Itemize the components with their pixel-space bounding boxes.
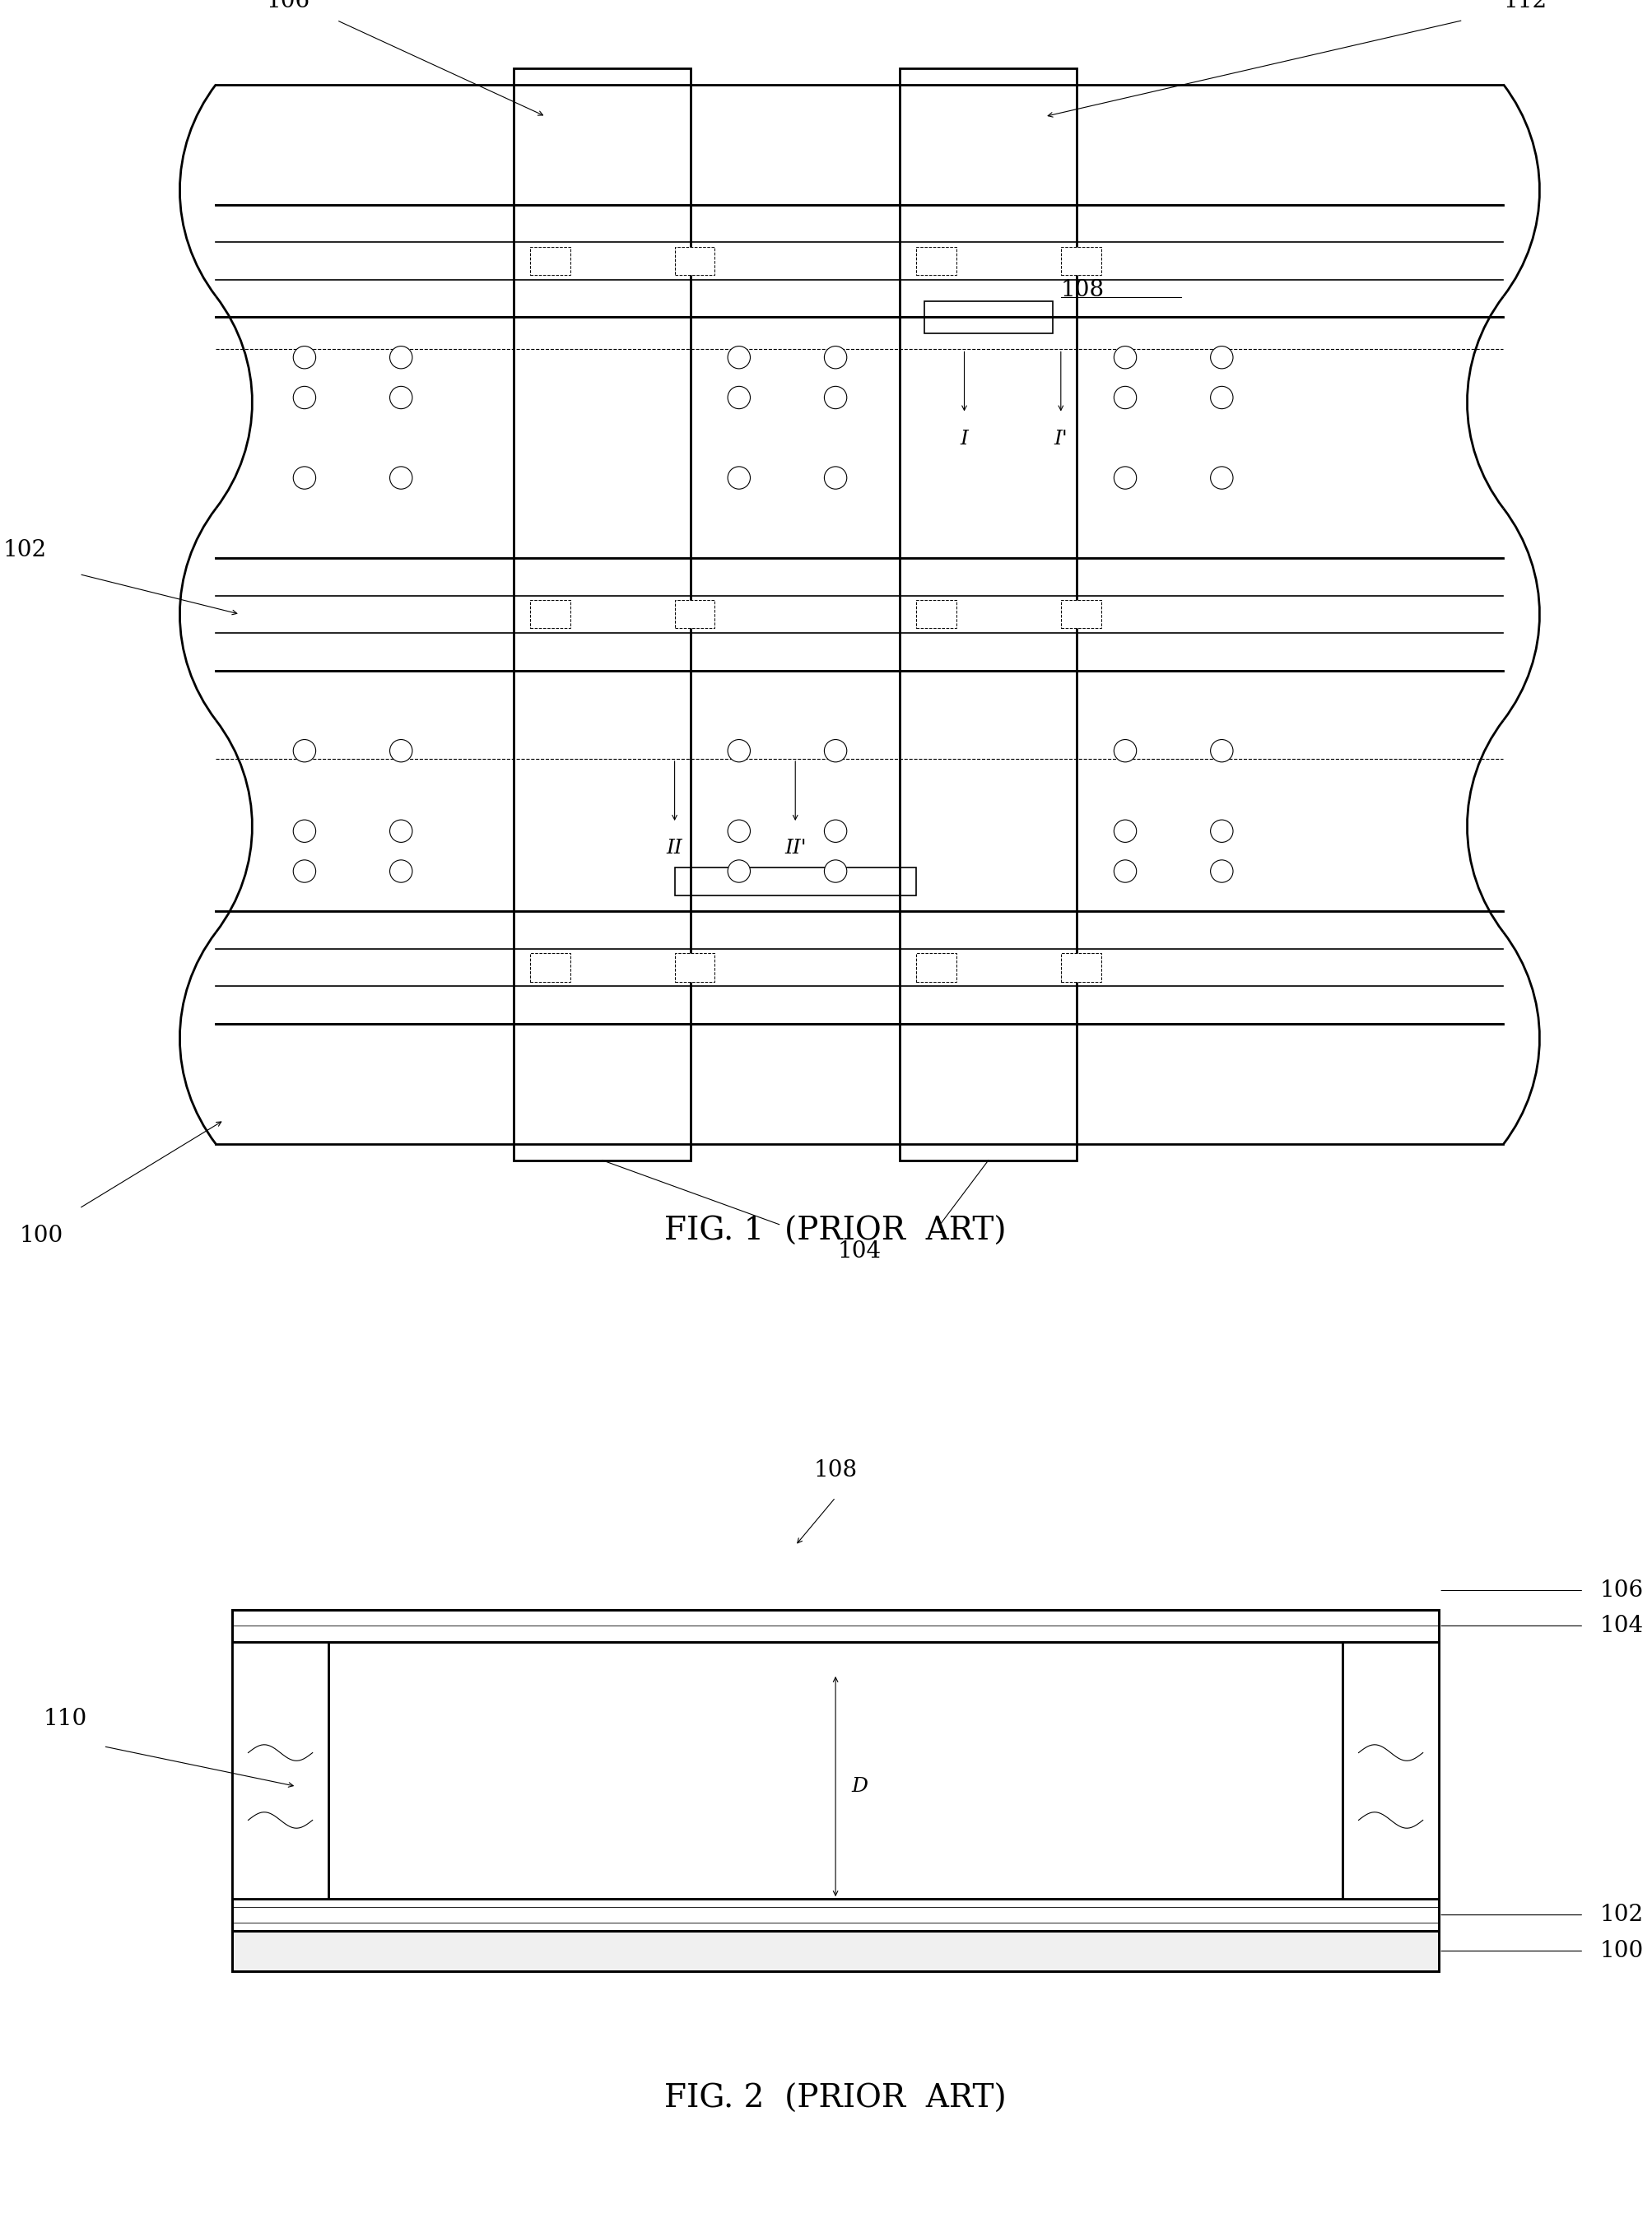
Circle shape <box>294 466 316 490</box>
Text: 104: 104 <box>1599 1615 1644 1638</box>
Bar <box>1061 599 1102 628</box>
Circle shape <box>1113 385 1137 408</box>
Text: 110: 110 <box>43 1709 88 1731</box>
Bar <box>231 1932 1439 1972</box>
Bar <box>1061 954 1102 983</box>
Text: D: D <box>852 1778 867 1796</box>
Text: FIG. 1  (PRIOR  ART): FIG. 1 (PRIOR ART) <box>664 1216 1006 1248</box>
Circle shape <box>729 466 750 490</box>
Circle shape <box>824 466 847 490</box>
Circle shape <box>729 860 750 882</box>
Circle shape <box>390 385 413 408</box>
Text: 106: 106 <box>266 0 311 11</box>
Text: FIG. 2  (PRIOR  ART): FIG. 2 (PRIOR ART) <box>664 2083 1006 2114</box>
Circle shape <box>729 820 750 842</box>
Circle shape <box>729 740 750 762</box>
Text: II': II' <box>785 840 806 858</box>
Circle shape <box>390 820 413 842</box>
Bar <box>1343 1642 1439 1898</box>
Text: 104: 104 <box>838 1241 882 1263</box>
Circle shape <box>1211 466 1232 490</box>
Text: 102: 102 <box>1599 1903 1644 1925</box>
Circle shape <box>1211 820 1232 842</box>
Bar <box>530 247 570 274</box>
Bar <box>231 1611 1439 1642</box>
Bar <box>231 1642 329 1898</box>
Bar <box>915 954 957 983</box>
Text: 100: 100 <box>20 1225 63 1248</box>
Circle shape <box>1211 385 1232 408</box>
Circle shape <box>1211 740 1232 762</box>
Circle shape <box>1113 820 1137 842</box>
Circle shape <box>729 385 750 408</box>
Bar <box>915 247 957 274</box>
Circle shape <box>824 740 847 762</box>
Circle shape <box>390 860 413 882</box>
Text: I': I' <box>1054 430 1067 448</box>
Bar <box>674 954 715 983</box>
Bar <box>514 69 691 1161</box>
Bar <box>915 599 957 628</box>
Bar <box>530 599 570 628</box>
Bar <box>900 69 1077 1161</box>
Circle shape <box>390 466 413 490</box>
Circle shape <box>294 740 316 762</box>
Text: 100: 100 <box>1599 1941 1644 1963</box>
Circle shape <box>824 385 847 408</box>
Circle shape <box>1113 466 1137 490</box>
Bar <box>674 599 715 628</box>
Circle shape <box>824 345 847 368</box>
Bar <box>674 867 915 896</box>
Circle shape <box>1113 860 1137 882</box>
Circle shape <box>729 345 750 368</box>
Bar <box>674 247 715 274</box>
Circle shape <box>294 820 316 842</box>
Text: 108: 108 <box>814 1459 857 1482</box>
Circle shape <box>1113 345 1137 368</box>
Text: 102: 102 <box>3 539 46 561</box>
Circle shape <box>294 385 316 408</box>
Text: I: I <box>960 430 968 448</box>
Circle shape <box>824 860 847 882</box>
Circle shape <box>1211 860 1232 882</box>
Text: 106: 106 <box>1599 1580 1644 1602</box>
Circle shape <box>1211 345 1232 368</box>
Circle shape <box>294 345 316 368</box>
Bar <box>231 1898 1439 1932</box>
Text: 108: 108 <box>1061 278 1105 301</box>
Bar <box>923 301 1052 334</box>
Circle shape <box>390 740 413 762</box>
Bar <box>530 954 570 983</box>
Circle shape <box>390 345 413 368</box>
Circle shape <box>1113 740 1137 762</box>
Bar <box>1061 247 1102 274</box>
Circle shape <box>824 820 847 842</box>
Text: II: II <box>666 840 682 858</box>
Text: 112: 112 <box>1503 0 1548 11</box>
Circle shape <box>294 860 316 882</box>
